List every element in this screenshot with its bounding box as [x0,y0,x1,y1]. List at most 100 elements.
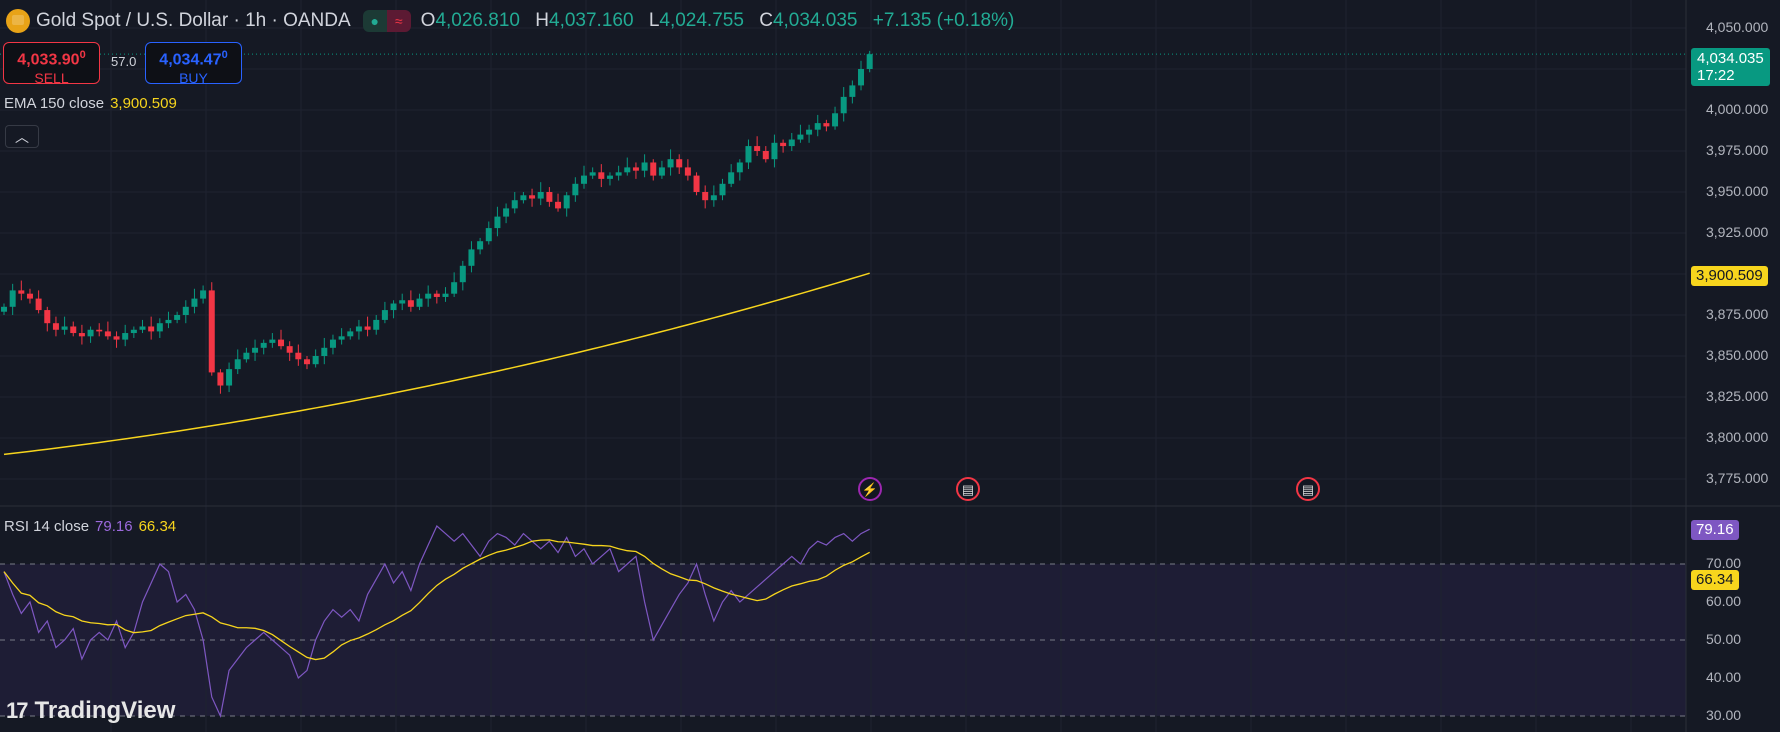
price-tick: 3,800.000 [1706,429,1769,445]
low-value: 4,024.755 [659,10,744,31]
candle-body [598,172,605,179]
candle-body [728,172,735,184]
candle-body [814,123,821,130]
symbol-header: Gold Spot / U.S. Dollar · 1h · OANDA ● ≈ … [6,9,1024,33]
us-flag-icon-glyph: ▤ [962,482,974,497]
candle-body [858,69,865,86]
candle-body [373,319,380,330]
close-value: 4,034.035 [772,10,858,31]
candle-body [226,369,233,386]
ema-legend[interactable]: EMA 150 close 3,900.509 [4,95,177,112]
us-flag-icon-glyph: ▤ [1302,482,1314,497]
symbol-title[interactable]: Gold Spot / U.S. Dollar · 1h · OANDA [36,10,351,31]
candle-body [589,172,596,176]
chevron-up-icon: ︿ [15,129,29,145]
candle-body [632,167,639,171]
last-price: 4,034.035 [1697,50,1764,67]
price-tick: 3,950.000 [1706,183,1769,199]
high-value: 4,037.160 [549,10,634,31]
candle-body [823,123,830,127]
candle-body [321,347,328,356]
change-value: +7.135 (+0.18%) [872,10,1015,31]
candle-body [503,208,510,217]
rsi-ma-value: 66.34 [138,518,177,535]
rsi-axis-label: 79.16 [1691,520,1739,540]
candle-body [442,293,449,297]
candle-body [174,315,181,320]
candle-body [676,159,683,168]
high-label: H [535,10,549,31]
sell-button[interactable]: 4,033.900 SELL [3,42,100,86]
buy-price-sup: 0 [221,49,228,61]
ema-value: 3,900.509 [110,95,177,112]
buy-button[interactable]: 4,034.470 BUY [145,42,242,86]
close-label: C [759,10,773,31]
rsi-label: RSI 14 close [4,518,90,535]
candle-body [563,195,570,209]
candle-body [122,333,129,340]
candle-body [208,290,215,373]
collapse-legend-button[interactable]: ︿ [5,125,39,148]
data-delay-icon: ≈ [386,10,411,32]
rsi-ma-axis-label: 66.34 [1691,570,1739,590]
candle-body [381,310,388,320]
sell-price: 4,033.90 [17,51,80,69]
candle-body [459,265,466,283]
candle-body [390,303,397,311]
ema-label: EMA 150 close [4,95,105,112]
candle-body [710,195,717,201]
candle-body [788,139,795,147]
candle-body [555,201,562,209]
candle-body [182,306,189,315]
price-tick: 4,000.000 [1706,101,1769,117]
candle-body [780,142,787,147]
candle-body [260,342,267,348]
candle-body [425,293,432,299]
price-tick: 3,925.000 [1706,224,1769,240]
rsi-tick: 60.00 [1706,593,1742,609]
candle-body [684,167,691,176]
candle-body [295,352,302,360]
price-tick: 3,825.000 [1706,388,1769,404]
candle-body [494,216,501,229]
candle-body [736,162,743,173]
candle-body [243,352,250,360]
candle-body [399,300,406,304]
rsi-legend[interactable]: RSI 14 close 79.16 66.34 [4,518,176,535]
candle-body [217,372,224,386]
candle-body [702,192,709,201]
candle-body [667,159,674,168]
candle-body [572,183,579,196]
candle-body [416,298,423,307]
price-tick: 3,875.000 [1706,306,1769,322]
candle-body [624,167,631,173]
candle-body [762,151,769,160]
candle-body [546,192,553,202]
candle-body [433,293,440,297]
rsi-tick: 30.00 [1706,707,1742,723]
last-price-label: 4,034.035 17:22 [1691,48,1770,86]
candle-body [26,293,33,299]
market-open-icon: ● [362,10,387,32]
tv-logo-icon: 17 [6,698,29,723]
candle-body [840,96,847,114]
candle-body [650,162,657,176]
candle-body [641,162,648,171]
candle-body [364,326,371,330]
us-flag-icon [956,477,980,501]
candle-body [278,339,285,347]
candle-body [719,183,726,196]
candle-body [745,146,752,163]
market-status[interactable]: ● ≈ [362,10,411,32]
lightning-icon-glyph: ⚡ [862,482,878,498]
candle-body [61,326,68,330]
price-tick: 3,850.000 [1706,347,1769,363]
tradingview-logo[interactable]: 17 TradingView [6,697,175,725]
gold-logo-icon [6,9,30,33]
ema-line [3,272,870,456]
candle-body [148,326,155,332]
candle-body [165,319,172,324]
candle-body [347,331,354,337]
us-flag-icon [1296,477,1320,501]
